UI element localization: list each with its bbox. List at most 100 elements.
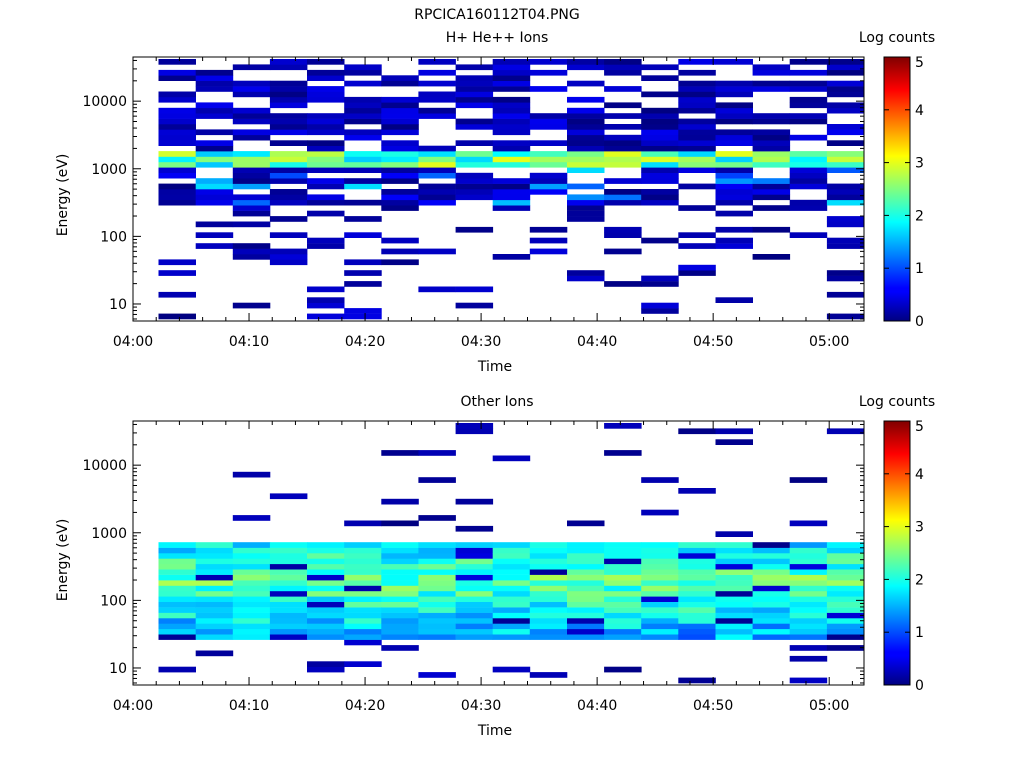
heatmap-cell bbox=[418, 590, 456, 597]
heatmap-cell bbox=[269, 553, 308, 559]
heatmap-cell bbox=[344, 183, 382, 190]
heatmap-cell bbox=[641, 596, 679, 602]
heatmap-cell bbox=[641, 281, 679, 287]
heatmap-cell bbox=[789, 477, 828, 483]
heatmap-cell bbox=[567, 167, 605, 173]
heatmap-cell bbox=[678, 129, 716, 136]
heatmap-cell bbox=[381, 172, 419, 179]
heatmap-cell bbox=[269, 64, 308, 71]
heatmap-cell bbox=[455, 563, 494, 570]
heatmap-cell bbox=[158, 151, 196, 157]
heatmap-cell bbox=[381, 124, 419, 130]
heatmap-cell bbox=[158, 601, 196, 608]
heatmap-cell bbox=[492, 161, 531, 168]
heatmap-cell bbox=[789, 607, 828, 613]
heatmap-cell bbox=[826, 569, 865, 575]
heatmap-cell bbox=[752, 628, 791, 635]
heatmap-cell bbox=[381, 129, 419, 136]
heatmap-cell bbox=[678, 161, 716, 168]
heatmap-cell bbox=[455, 525, 494, 532]
heatmap-cell bbox=[232, 623, 271, 630]
heatmap-cell bbox=[195, 102, 234, 109]
heatmap-cell bbox=[567, 553, 605, 559]
heatmap-cell bbox=[604, 612, 642, 619]
heatmap-cell bbox=[455, 596, 494, 602]
heatmap-cell bbox=[195, 574, 234, 581]
heatmap-cell bbox=[307, 69, 345, 76]
heatmap-cell bbox=[641, 623, 679, 630]
heatmap-cell bbox=[195, 580, 234, 586]
heatmap-cell bbox=[307, 623, 345, 630]
heatmap-cell bbox=[344, 542, 382, 548]
heatmap-cell bbox=[307, 167, 345, 173]
heatmap-cell bbox=[455, 140, 494, 146]
heatmap-cell bbox=[344, 520, 382, 527]
heatmap-cell bbox=[269, 628, 308, 635]
heatmap-cell bbox=[455, 172, 494, 179]
heatmap-cell bbox=[492, 612, 531, 619]
heatmap-cell bbox=[789, 205, 828, 211]
heatmap-cell bbox=[789, 167, 828, 173]
heatmap-cell bbox=[604, 134, 642, 141]
heatmap-cell bbox=[715, 91, 753, 98]
heatmap-cell bbox=[455, 498, 494, 505]
heatmap-cell bbox=[567, 145, 605, 152]
heatmap-cell bbox=[307, 145, 345, 152]
heatmap-cell bbox=[641, 509, 679, 516]
colorbar-ticks: 0 1 2 3 4 5 bbox=[884, 55, 924, 330]
heatmap-cell bbox=[195, 86, 234, 92]
heatmap-cell bbox=[195, 553, 234, 559]
heatmap-cell bbox=[752, 547, 791, 554]
heatmap-cell bbox=[307, 118, 345, 125]
colorbar-tick-label: 3 bbox=[915, 156, 924, 172]
heatmap-cell bbox=[492, 455, 531, 462]
heatmap-cell bbox=[529, 156, 568, 163]
heatmap-cell bbox=[826, 428, 865, 435]
heatmap-cell bbox=[529, 183, 568, 190]
heatmap-cell bbox=[269, 623, 308, 630]
y-tick-label: 100 bbox=[100, 229, 127, 245]
heatmap-cell bbox=[455, 178, 494, 184]
heatmap-cell bbox=[678, 596, 716, 602]
heatmap-cell bbox=[418, 628, 456, 635]
heatmap-cell bbox=[678, 145, 716, 152]
heatmap-cell bbox=[789, 156, 828, 163]
heatmap-cell bbox=[641, 237, 679, 244]
heatmap-cell bbox=[269, 585, 308, 592]
heatmap-cell bbox=[195, 113, 234, 119]
x-tick-label: 05:00 bbox=[809, 698, 849, 714]
heatmap-cell bbox=[455, 161, 494, 168]
heatmap-cell bbox=[269, 232, 308, 238]
heatmap-cell bbox=[195, 590, 234, 597]
heatmap-cell bbox=[567, 151, 605, 157]
heatmap-cell bbox=[604, 601, 642, 608]
heatmap-cell bbox=[344, 259, 382, 266]
heatmap-cell bbox=[529, 189, 568, 195]
heatmap-cell bbox=[269, 259, 308, 266]
heatmap-cell bbox=[344, 69, 382, 76]
heatmap-cell bbox=[826, 580, 865, 586]
heatmap-cell bbox=[269, 634, 308, 640]
heatmap-cell bbox=[567, 574, 605, 581]
heatmap-cell bbox=[381, 558, 419, 565]
heatmap-cell bbox=[826, 221, 865, 228]
heatmap-cell bbox=[826, 542, 865, 548]
heatmap-cell bbox=[604, 113, 642, 119]
heatmap-cell bbox=[752, 151, 791, 157]
heatmap-cell bbox=[381, 498, 419, 505]
heatmap-cell bbox=[826, 59, 865, 65]
heatmap-cell bbox=[344, 96, 382, 103]
y-tick-label: 10 bbox=[109, 297, 127, 313]
heatmap-cell bbox=[307, 237, 345, 244]
heatmap-cell bbox=[678, 118, 716, 125]
x-tick-label: 05:00 bbox=[809, 334, 849, 350]
heatmap-cell bbox=[678, 69, 716, 76]
heatmap-cell bbox=[529, 618, 568, 624]
heatmap-cell bbox=[269, 194, 308, 201]
heatmap-cell bbox=[344, 161, 382, 168]
x-tick-label: 04:30 bbox=[461, 334, 501, 350]
heatmap-cell bbox=[381, 547, 419, 554]
heatmap-cell bbox=[826, 547, 865, 554]
heatmap-cell bbox=[529, 118, 568, 125]
heatmap-cell bbox=[567, 216, 605, 222]
